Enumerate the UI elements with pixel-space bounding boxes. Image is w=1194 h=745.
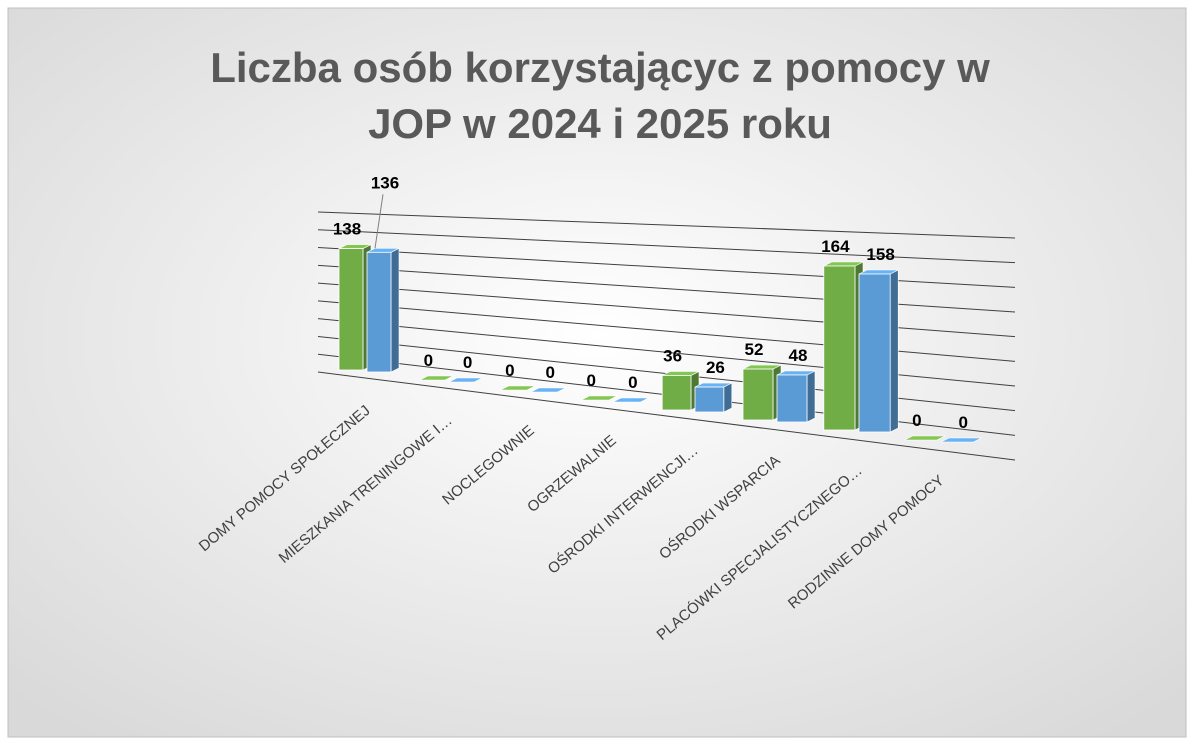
- value-label: 0: [505, 361, 514, 380]
- value-label: 138: [333, 220, 361, 239]
- bar-top: [612, 397, 649, 403]
- grid-line: [317, 300, 1016, 362]
- bar: [338, 248, 364, 371]
- grid-line: [317, 264, 1016, 313]
- bar: [823, 265, 856, 431]
- bar-top: [419, 375, 454, 381]
- grid-line: [317, 247, 1016, 288]
- bar: [858, 273, 891, 433]
- leader-line: [374, 194, 384, 249]
- grid-line: [317, 371, 1016, 461]
- grid-line: [317, 211, 1016, 239]
- grid-line: [317, 282, 1016, 338]
- bar: [661, 375, 692, 411]
- background: [7, 7, 1187, 738]
- grid-line: [317, 229, 1016, 264]
- value-label: 158: [866, 245, 894, 264]
- value-label: 0: [958, 413, 967, 432]
- bar-top: [581, 395, 618, 401]
- bar: [366, 251, 392, 373]
- value-label: 0: [424, 351, 433, 370]
- bar-side: [806, 370, 816, 423]
- value-label: 26: [706, 358, 725, 377]
- bar-top: [940, 437, 982, 443]
- value-label: 52: [745, 340, 764, 359]
- value-label: 0: [463, 353, 472, 372]
- bar-side: [723, 382, 733, 413]
- value-label: 0: [545, 363, 554, 382]
- value-label: 0: [586, 371, 595, 390]
- value-label: 0: [628, 373, 637, 392]
- bar-top: [448, 377, 483, 383]
- value-label: 36: [663, 346, 682, 365]
- bar: [776, 374, 808, 423]
- value-label: 136: [371, 173, 399, 192]
- value-label: 0: [912, 411, 921, 430]
- value-label: 48: [789, 346, 808, 365]
- value-label: 164: [821, 237, 850, 256]
- grid-line: [317, 318, 1016, 387]
- bar-side: [390, 247, 400, 373]
- chart-title: Liczba osób korzystającyc z pomocy w JOP…: [210, 44, 990, 147]
- bar-top: [904, 435, 946, 441]
- bar-side: [889, 269, 899, 433]
- bar: [742, 368, 774, 421]
- bar: [694, 386, 725, 413]
- bar-top: [530, 387, 566, 393]
- bar-top: [500, 385, 536, 391]
